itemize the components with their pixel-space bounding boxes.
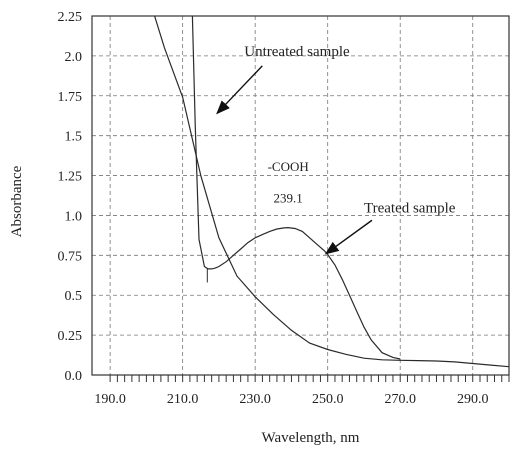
x-tick-label-5: 290.0 xyxy=(457,392,489,407)
series-layer xyxy=(153,16,509,368)
y-tick-label-1: 0.25 xyxy=(58,329,83,344)
series-line-treated xyxy=(191,16,401,360)
x-minor-ticks xyxy=(109,375,510,382)
y-axis-label: Absorbance xyxy=(9,165,25,237)
tick-labels: 190.0 210.0 230.0 250.0 270.0 290.0 0.0 0.25 0.5… xyxy=(58,10,489,407)
plot-frame xyxy=(91,15,510,376)
y-tick-label-4: 1.0 xyxy=(65,209,83,224)
grid-layer xyxy=(92,15,509,376)
x-tick-label-1: 210.0 xyxy=(167,392,199,407)
y-tick-label-5: 1.25 xyxy=(58,170,83,185)
annotation-arrow-1 xyxy=(324,219,373,255)
y-tick-label-6: 1.5 xyxy=(65,130,83,145)
annotation-layer: Untreated sample Treated sample -COOH 239.1 xyxy=(216,44,456,255)
y-tick-label-0: 0.0 xyxy=(65,369,83,384)
x-tick-label-4: 270.0 xyxy=(384,392,416,407)
x-tick-label-0: 190.0 xyxy=(94,392,126,407)
x-axis-label: Wavelength, nm xyxy=(262,430,360,446)
x-tick-label-3: 250.0 xyxy=(312,392,344,407)
series-line-untreated xyxy=(153,16,509,368)
annotation-1: Treated sample xyxy=(364,200,456,216)
y-tick-label-3: 0.75 xyxy=(58,249,83,264)
annotation-arrow-0 xyxy=(216,65,263,115)
x-tick-label-2: 230.0 xyxy=(239,392,271,407)
annotation-0: Untreated sample xyxy=(244,44,350,60)
y-tick-label-8: 2.0 xyxy=(65,50,83,65)
y-tick-label-2: 0.5 xyxy=(65,289,83,304)
annotation-3: 239.1 xyxy=(274,191,303,206)
annotation-2: -COOH xyxy=(268,159,309,174)
y-tick-label-9: 2.25 xyxy=(58,10,83,25)
y-tick-label-7: 1.75 xyxy=(58,90,83,105)
